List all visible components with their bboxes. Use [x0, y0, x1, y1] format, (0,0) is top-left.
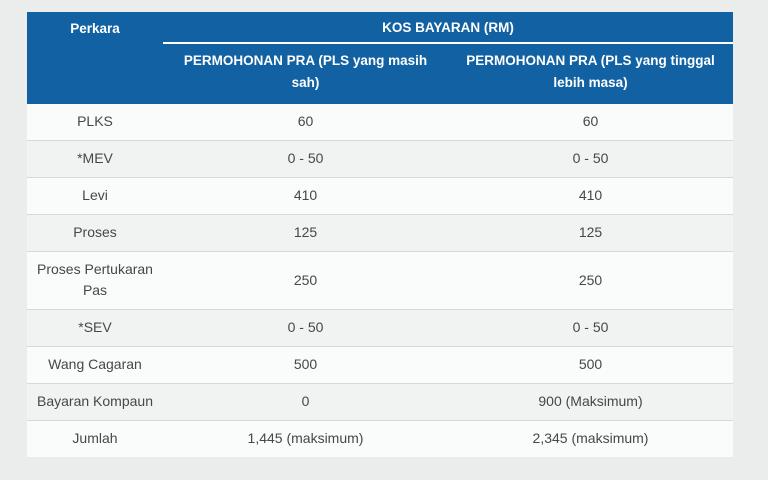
column-group-header-kos-bayaran: KOS BAYARAN (RM)	[163, 12, 734, 44]
cost-table-body: PLKS 60 60 *MEV 0 - 50 0 - 50 Levi 410 4…	[27, 104, 734, 457]
row-label: Proses	[27, 214, 163, 252]
table-row-proses: Proses 125 125	[27, 214, 734, 252]
table-row-wang-cagaran: Wang Cagaran 500 500	[27, 346, 734, 384]
row-value-pra-overstay: 410	[448, 177, 734, 215]
row-value-pra-valid: 250	[163, 251, 448, 310]
column-subheader-pra-overstay: PERMOHONAN PRA (PLS yang tinggal lebih m…	[448, 43, 734, 104]
cost-table: Perkara KOS BAYARAN (RM) PERMOHONAN PRA …	[27, 12, 734, 457]
row-label: *SEV	[27, 309, 163, 347]
row-label: Bayaran Kompaun	[27, 383, 163, 421]
row-value-pra-valid: 410	[163, 177, 448, 215]
column-header-perkara: Perkara	[27, 12, 163, 104]
row-value-pra-overstay: 500	[448, 346, 734, 384]
row-value-pra-overstay: 2,345 (maksimum)	[448, 420, 734, 457]
table-row-sev: *SEV 0 - 50 0 - 50	[27, 309, 734, 347]
table-row-plks: PLKS 60 60	[27, 104, 734, 141]
table-row-mev: *MEV 0 - 50 0 - 50	[27, 140, 734, 178]
row-value-pra-overstay: 250	[448, 251, 734, 310]
row-value-pra-overstay: 60	[448, 104, 734, 141]
row-label: Wang Cagaran	[27, 346, 163, 384]
table-row-jumlah: Jumlah 1,445 (maksimum) 2,345 (maksimum)	[27, 420, 734, 457]
row-value-pra-valid: 1,445 (maksimum)	[163, 420, 448, 457]
table-row-bayaran-kompaun: Bayaran Kompaun 0 900 (Maksimum)	[27, 383, 734, 421]
table-row-levi: Levi 410 410	[27, 177, 734, 215]
row-value-pra-valid: 0 - 50	[163, 309, 448, 347]
row-value-pra-overstay: 125	[448, 214, 734, 252]
row-value-pra-overstay: 0 - 50	[448, 309, 734, 347]
row-label: Levi	[27, 177, 163, 215]
cost-table-container: Perkara KOS BAYARAN (RM) PERMOHONAN PRA …	[27, 12, 734, 457]
row-label: Jumlah	[27, 420, 163, 457]
row-value-pra-valid: 0 - 50	[163, 140, 448, 178]
row-value-pra-overstay: 900 (Maksimum)	[448, 383, 734, 421]
row-value-pra-valid: 125	[163, 214, 448, 252]
row-label: Proses Pertukaran Pas	[27, 251, 163, 310]
row-value-pra-valid: 60	[163, 104, 448, 141]
table-row-proses-pertukaran-pas: Proses Pertukaran Pas 250 250	[27, 251, 734, 310]
column-subheader-pra-valid: PERMOHONAN PRA (PLS yang masih sah)	[163, 43, 448, 104]
row-label: PLKS	[27, 104, 163, 141]
row-value-pra-valid: 500	[163, 346, 448, 384]
row-value-pra-overstay: 0 - 50	[448, 140, 734, 178]
cost-table-header: Perkara KOS BAYARAN (RM) PERMOHONAN PRA …	[27, 12, 734, 104]
row-value-pra-valid: 0	[163, 383, 448, 421]
row-label: *MEV	[27, 140, 163, 178]
